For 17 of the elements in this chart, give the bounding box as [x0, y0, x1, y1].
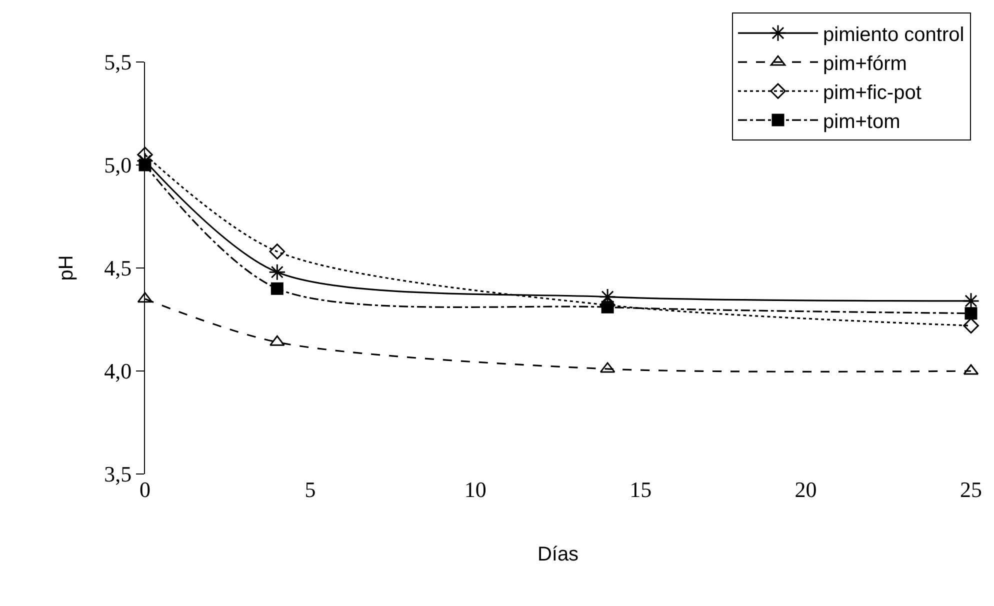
x-tick-label: 20: [794, 477, 817, 502]
y-tick-label: 5,5: [104, 50, 132, 75]
x-axis-title: Días: [537, 544, 579, 566]
x-tick-label: 0: [140, 477, 150, 502]
y-tick-label: 4,0: [104, 358, 132, 384]
legend-label: pim+fórm: [823, 52, 907, 75]
x-tick-label: 5: [304, 477, 316, 502]
x-tick-label: 25: [960, 477, 982, 502]
y-tick-label: 3,5: [104, 462, 132, 487]
legend-label: pim+tom: [823, 110, 900, 133]
y-tick-label: 4,5: [104, 256, 132, 281]
y-tick-label: 5,0: [104, 152, 132, 178]
legend-label: pim+fic-pot: [823, 82, 922, 104]
x-tick-label: 10: [464, 477, 486, 502]
y-axis-title: pH: [56, 255, 78, 281]
legend-label: pimiento control: [823, 24, 964, 46]
x-tick-label: 15: [630, 477, 652, 502]
